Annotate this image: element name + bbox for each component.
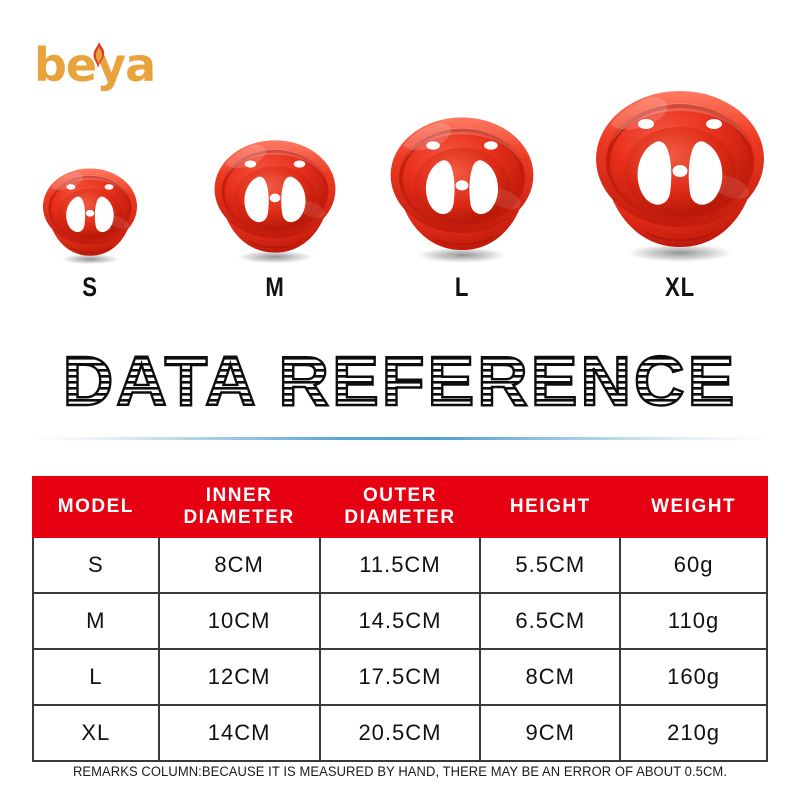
red-silicone-bowl-medium [203,123,347,267]
product-illustration [214,140,336,264]
size-label-row: S M L XL [0,272,800,306]
cell-outer-diameter: 17.5CM [318,648,482,706]
cell-height: 5.5CM [479,536,622,594]
cell-height: 9CM [479,704,622,762]
cell-model: XL [32,704,160,762]
section-title: DATA REFERENCE DATA REFERENCE [0,336,800,431]
brand-logo: beya [34,34,184,96]
column-header-line: WEIGHT [651,495,737,517]
svg-text:DATA REFERENCE: DATA REFERENCE [63,345,738,420]
column-header-line: MODEL [57,495,134,517]
size-label-m: M [265,272,285,302]
column-header-line: OUTER [362,484,437,506]
cell-weight: 210g [619,704,768,762]
product-illustration [596,91,764,262]
cell-model: S [32,536,160,594]
red-silicone-bowl-extra-large [580,67,780,267]
red-silicone-bowl-large [377,97,547,267]
size-label-s: S [82,272,98,302]
cell-inner-diameter: 14CM [157,704,321,762]
cell-height: 8CM [479,648,622,706]
column-header-outer-diameter: OUTER DIAMETER [318,476,482,538]
column-header-weight: WEIGHT [619,476,768,538]
column-header-inner-diameter: INNER DIAMETER [157,476,321,538]
red-silicone-bowl-small [34,155,146,267]
specification-table: MODEL INNER DIAMETER OUTER DIAMETER HEIGHT WEI… [32,476,768,762]
cell-outer-diameter: 11.5CM [318,536,482,594]
cell-outer-diameter: 14.5CM [318,592,482,650]
table-body: S 8CM 11.5CM 5.5CM 60g M 10CM 14.5CM 6.5CM 110g L 1… [32,536,768,762]
product-illustration [390,117,534,263]
section-divider [30,437,770,440]
cell-weight: 110g [619,592,768,650]
column-header-line: HEIGHT [509,495,591,517]
cell-model: M [32,592,160,650]
cell-inner-diameter: 10CM [157,592,321,650]
remarks-note: REMARKS COLUMN:BECAUSE IT IS MEASURED BY… [72,764,728,779]
size-label-xl: XL [665,272,695,302]
table-header: MODEL INNER DIAMETER OUTER DIAMETER HEIGHT WEI… [32,476,768,538]
table-header-row: MODEL INNER DIAMETER OUTER DIAMETER HEIGHT WEI… [32,476,768,538]
brand-logo-flame-icon [93,42,105,68]
column-header-height: HEIGHT [479,476,622,538]
table-row: S 8CM 11.5CM 5.5CM 60g [32,536,768,594]
table-row: XL 14CM 20.5CM 9CM 210g [32,704,768,762]
size-label-l: L [454,272,470,302]
column-header-line: DIAMETER [183,507,295,528]
cell-inner-diameter: 8CM [157,536,321,594]
data-reference-title-art: DATA REFERENCE DATA REFERENCE [50,344,750,423]
table-row: M 10CM 14.5CM 6.5CM 110g [32,592,768,650]
column-header-model: MODEL [32,476,160,538]
cell-weight: 60g [619,536,768,594]
cell-weight: 160g [619,648,768,706]
cell-model: L [32,648,160,706]
column-header-line: DIAMETER [344,507,456,528]
cell-outer-diameter: 20.5CM [318,704,482,762]
cell-height: 6.5CM [479,592,622,650]
product-size-gallery [0,62,800,267]
column-header-line: INNER [205,484,273,506]
cell-inner-diameter: 12CM [157,648,321,706]
table-row: L 12CM 17.5CM 8CM 160g [32,648,768,706]
product-illustration [42,168,138,265]
brand-logo-text: beya [34,38,156,92]
